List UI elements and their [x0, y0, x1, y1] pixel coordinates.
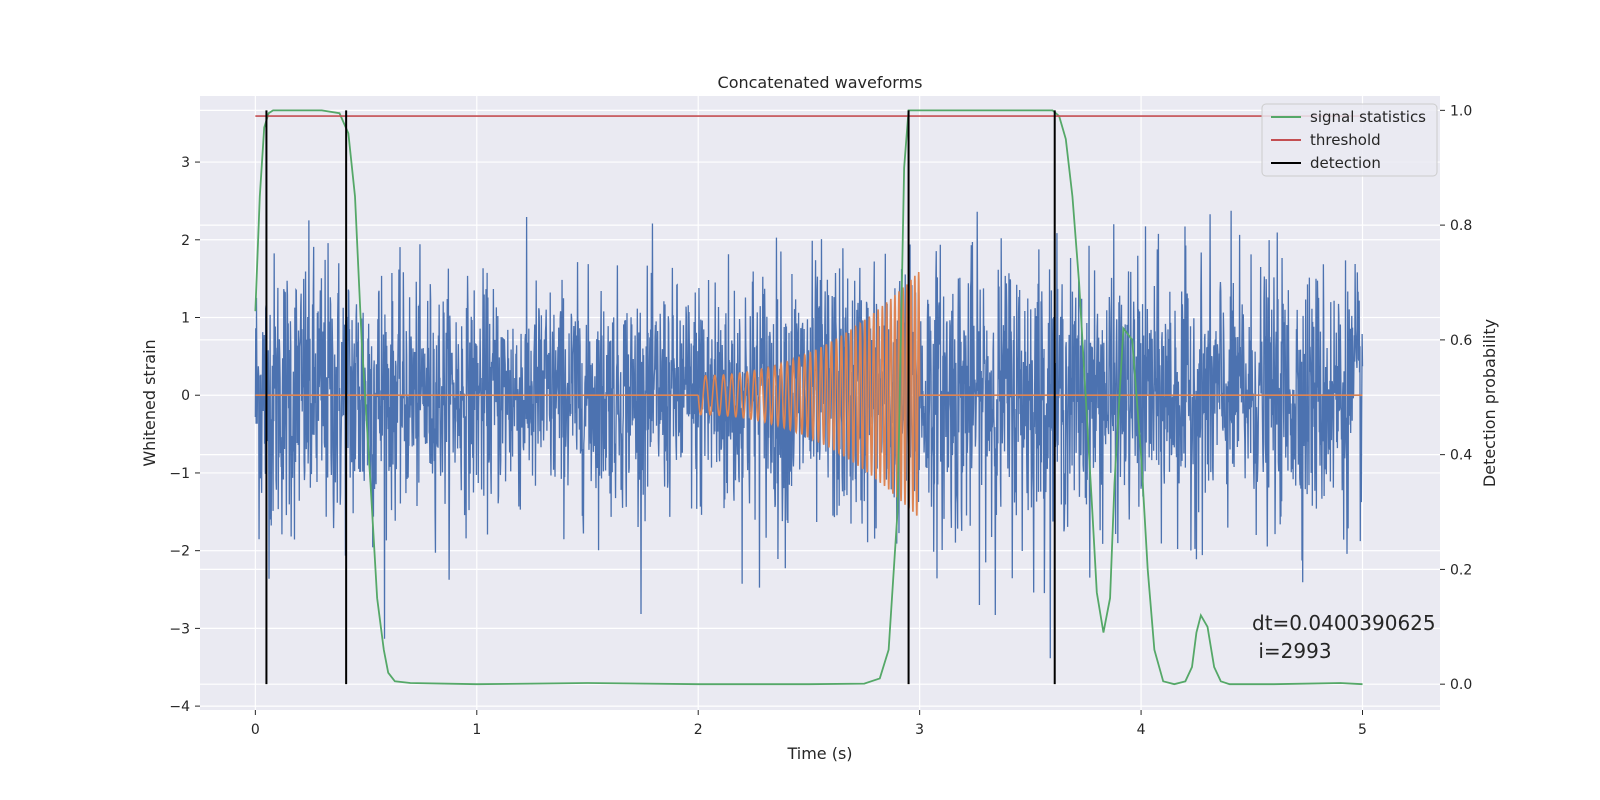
detection-series	[265, 110, 1056, 685]
legend-label-detection: detection	[1310, 154, 1381, 172]
right-tick-label: 0.8	[1450, 218, 1472, 234]
y-tick-label: 3	[181, 155, 190, 171]
right-tick-label: 0.0	[1450, 677, 1472, 693]
annotation-i: i=2993	[1252, 639, 1332, 663]
signal-statistics-line	[254, 109, 1363, 686]
right-axis-label: Detection probability	[1480, 319, 1499, 487]
legend: signal statistics threshold detection	[1261, 103, 1438, 177]
y-tick-label: −1	[169, 466, 190, 482]
right-tick-label: 0.2	[1450, 562, 1472, 578]
right-tick-label: 0.6	[1450, 333, 1472, 349]
y-tick-label: −3	[169, 621, 190, 637]
chart-title: Concatenated waveforms	[718, 73, 923, 92]
y-tick-label: 2	[181, 233, 190, 249]
y-tick-label: 1	[181, 311, 190, 327]
annotation-dt: dt=0.0400390625	[1252, 611, 1436, 635]
y-axis-label: Whitened strain	[140, 339, 159, 466]
y-tick-label: −2	[169, 544, 190, 560]
signal-statistics-series	[254, 109, 1363, 686]
x-tick-label: 2	[694, 722, 703, 738]
x-axis-label: Time (s)	[786, 744, 852, 763]
legend-box	[1261, 103, 1438, 177]
x-axis-ticks: 0 1 2 3 4 5	[251, 710, 1367, 738]
template-line	[255, 271, 1363, 516]
legend-label-threshold: threshold	[1310, 131, 1381, 149]
right-tick-label: 1.0	[1450, 103, 1472, 119]
template-series	[255, 271, 1363, 516]
x-tick-label: 1	[472, 722, 481, 738]
x-tick-label: 0	[251, 722, 260, 738]
right-axis-ticks: 0.0 0.2 0.4 0.6 0.8 1.0	[1440, 103, 1472, 693]
y-axis-ticks: −4 −3 −2 −1 0 1 2 3	[169, 155, 200, 715]
x-tick-label: 4	[1137, 722, 1146, 738]
x-tick-label: 5	[1358, 722, 1367, 738]
right-tick-label: 0.4	[1450, 448, 1472, 464]
y-tick-label: 0	[181, 388, 190, 404]
legend-label-signal-statistics: signal statistics	[1310, 108, 1426, 126]
y-tick-label: −4	[169, 699, 190, 715]
x-tick-label: 3	[915, 722, 924, 738]
